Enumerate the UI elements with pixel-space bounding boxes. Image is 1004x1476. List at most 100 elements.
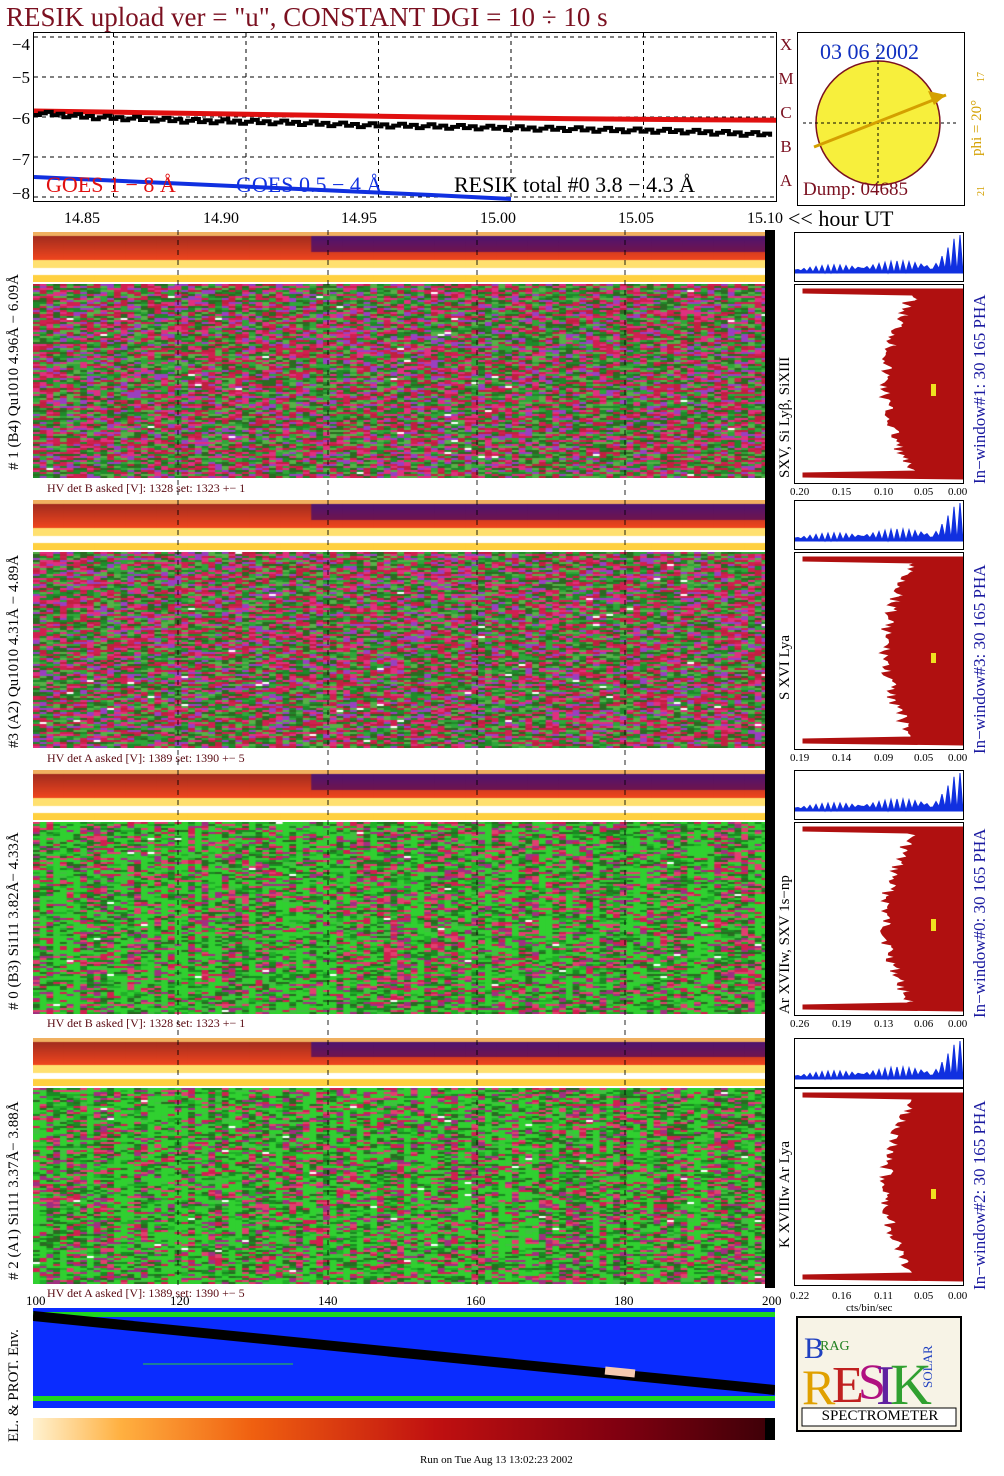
time-gridlines <box>177 230 775 1288</box>
ch3-hv-readout: HV det A asked [V]: 1389 set: 1390 +− 5 <box>47 751 245 765</box>
resik-logo-art: B RAG R E S I K SOLAR <box>801 1332 957 1427</box>
env-x-tick: 120 <box>170 1293 190 1308</box>
time-axis-unit: << hour UT <box>788 206 894 231</box>
heatmap-canvas <box>33 1088 775 1284</box>
pha-histogram-top <box>794 502 964 543</box>
heatmap-canvas <box>33 232 775 282</box>
heatmap-canvas <box>33 1038 775 1086</box>
ch0-pha-histogram <box>794 822 964 1016</box>
class-letter: C <box>780 103 792 122</box>
series-line <box>34 109 773 138</box>
logo-letter: B <box>804 1332 824 1365</box>
env-x-tick: 160 <box>466 1293 486 1308</box>
time-tick-label: 14.85 <box>64 210 100 227</box>
class-letter: B <box>780 137 792 156</box>
env-x-tick: 140 <box>318 1293 338 1308</box>
heatmap-canvas <box>33 284 775 478</box>
ch2-spectrogram <box>33 1088 775 1284</box>
pha-histogram-top <box>794 1040 964 1081</box>
ch1-hv-readout: HV det B asked [V]: 1328 set: 1323 +− 1 <box>47 481 246 495</box>
pha-top-fill <box>794 234 964 275</box>
goes-1-8-legend: GOES 1 − 8 Å <box>46 172 176 197</box>
sun-position-panel: 03 06 2002 Dump: 04685 <box>797 32 965 206</box>
resik-logo: B RAG R E S I K SOLAR SPECTROMETER <box>796 1316 962 1432</box>
ch2-hv-readout: HV det A asked [V]: 1389 set: 1390 +− 5 <box>47 1286 245 1300</box>
logo-letter: S <box>858 1353 886 1409</box>
time-tick-label: 15.00 <box>480 210 516 227</box>
y-tick-label: −5 <box>11 68 30 87</box>
class-letter: A <box>779 171 793 190</box>
ch1-window-label: In−window#1: 30 165 PHA <box>970 294 989 484</box>
ch2-pha-top <box>794 1038 964 1088</box>
pha-histogram-top <box>794 772 964 813</box>
heatmap-canvas <box>33 500 775 550</box>
ch0-window-label: In−window#0: 30 165 PHA <box>970 828 989 1018</box>
flare-class-scale: X M C B A <box>776 28 796 198</box>
logo-letter: I <box>876 1355 895 1417</box>
ch3-window-label: In−window#3: 30 165 PHA <box>970 564 989 754</box>
sun-small-label: 21 <box>976 186 987 196</box>
dump-number: Dump: 04685 <box>803 179 909 200</box>
ch2-window-label: In−window#2: 30 165 PHA <box>970 1100 989 1290</box>
ch2-pha-histogram <box>794 1088 964 1286</box>
ch3-summary-stripe <box>33 500 775 550</box>
logo-letter: K <box>890 1352 932 1417</box>
pha-top-fill <box>794 1040 964 1081</box>
y-tick-label: −4 <box>11 35 30 54</box>
pha-histogram <box>802 556 964 746</box>
ch0-summary-stripe <box>33 770 775 820</box>
logo-caption: SPECTROMETER <box>821 1408 939 1424</box>
pha-marker <box>931 384 936 396</box>
pha-histogram <box>802 826 964 1012</box>
series-line <box>33 108 777 123</box>
goes-lightcurve-plot <box>33 33 777 201</box>
y-tick-label: −8 <box>11 184 30 203</box>
particle-env-svg <box>32 1311 776 1401</box>
goes-lightcurve-panel <box>33 32 777 202</box>
pha-fill <box>802 556 964 746</box>
resik-total-legend: RESIK total #0 3.8 − 4.3 Å <box>454 172 695 197</box>
ch1-pha-histogram <box>794 284 964 484</box>
ch3-pha-top <box>794 500 964 550</box>
heatmap-canvas <box>33 770 775 820</box>
phi-angle: phi = 20° <box>969 99 985 156</box>
env-x-tick: 180 <box>614 1293 634 1308</box>
logo-letter: RAG <box>820 1339 850 1354</box>
goes-05-4-legend: GOES 0.5 − 4 Å <box>236 172 383 197</box>
ch0-spectrogram <box>33 822 775 1014</box>
ch3-spectrogram <box>33 552 775 748</box>
pha-marker <box>931 1187 936 1199</box>
ch1-summary-stripe <box>33 232 775 282</box>
pha-marker <box>931 919 936 931</box>
env-x-tick: 200 <box>762 1293 782 1308</box>
ch0-hv-readout: HV det B asked [V]: 1328 set: 1323 +− 1 <box>47 1016 246 1030</box>
series-line <box>33 175 512 201</box>
colorbar-svg <box>33 1418 775 1440</box>
pha-marker <box>931 651 936 663</box>
chart-title: RESIK upload ver = "u", CONSTANT DGI = 1… <box>6 2 608 32</box>
env-colorbar <box>33 1418 775 1440</box>
observation-date: 03 06 2002 <box>820 39 919 64</box>
sun-small-label: 17 <box>976 72 987 82</box>
sun-disk <box>803 43 958 186</box>
heatmap-canvas <box>33 822 775 1014</box>
class-letter: X <box>779 35 793 54</box>
class-letter: M <box>778 69 794 88</box>
pha-fill <box>802 1092 964 1282</box>
pha-histogram-top <box>794 234 964 275</box>
particle-environment-plot <box>32 1308 776 1408</box>
ch0-pha-top <box>794 770 964 820</box>
time-tick-label: 14.90 <box>203 210 239 227</box>
pha-fill <box>802 826 964 1012</box>
y-tick-label: −6 <box>11 109 30 128</box>
env-ylabel: EL. & PROT. Env. <box>6 1329 22 1442</box>
run-timestamp: Run on Tue Aug 13 13:02:23 2002 <box>420 1454 573 1466</box>
pha-histogram <box>802 288 964 480</box>
pha-fill <box>802 288 964 480</box>
time-tick-label: 15.05 <box>618 210 654 227</box>
time-tick-label: 14.95 <box>341 210 377 227</box>
y-tick-label: −7 <box>11 150 30 169</box>
logo-letter: SOLAR <box>920 1345 935 1388</box>
ch3-pha-histogram <box>794 552 964 750</box>
ch2-summary-stripe <box>33 1038 775 1086</box>
